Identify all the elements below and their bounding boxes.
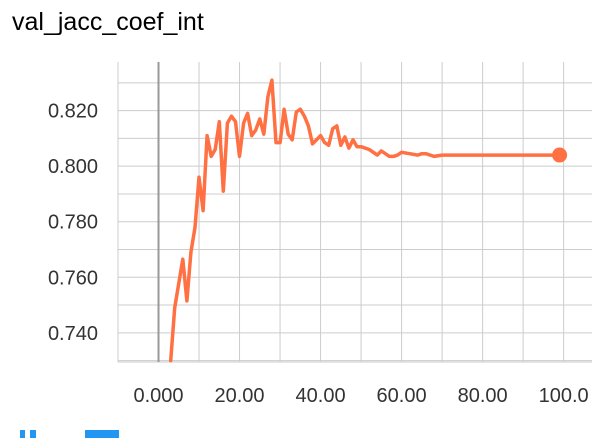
grid [117,62,592,363]
y-tick-label: 0.760 [48,267,98,289]
x-tick-label: 60.00 [377,385,427,407]
series-layer [168,78,568,363]
x-tick-label: 80.00 [458,385,508,407]
log-scale-icon[interactable] [30,430,36,438]
x-tick-label: 20.00 [215,385,265,407]
x-tick-label: 100.0 [539,385,589,407]
series-last-point [552,147,568,163]
y-axis-ticks: 0.740 0.760 0.780 0.800 0.820 [48,101,98,345]
expand-chart-icon[interactable] [85,430,119,438]
series-line [168,78,562,363]
y-tick-label: 0.740 [48,323,98,345]
x-axis-ticks: 0.000 20.00 40.00 60.00 80.00 100.0 [133,385,588,407]
x-tick-label: 0.000 [133,385,183,407]
y-tick-label: 0.780 [48,212,98,234]
x-tick-label: 40.00 [296,385,346,407]
chart-title: val_jacc_coef_int [12,8,204,36]
y-tick-label: 0.820 [48,101,98,123]
fit-domain-icon[interactable] [20,430,25,438]
y-tick-label: 0.800 [48,156,98,178]
